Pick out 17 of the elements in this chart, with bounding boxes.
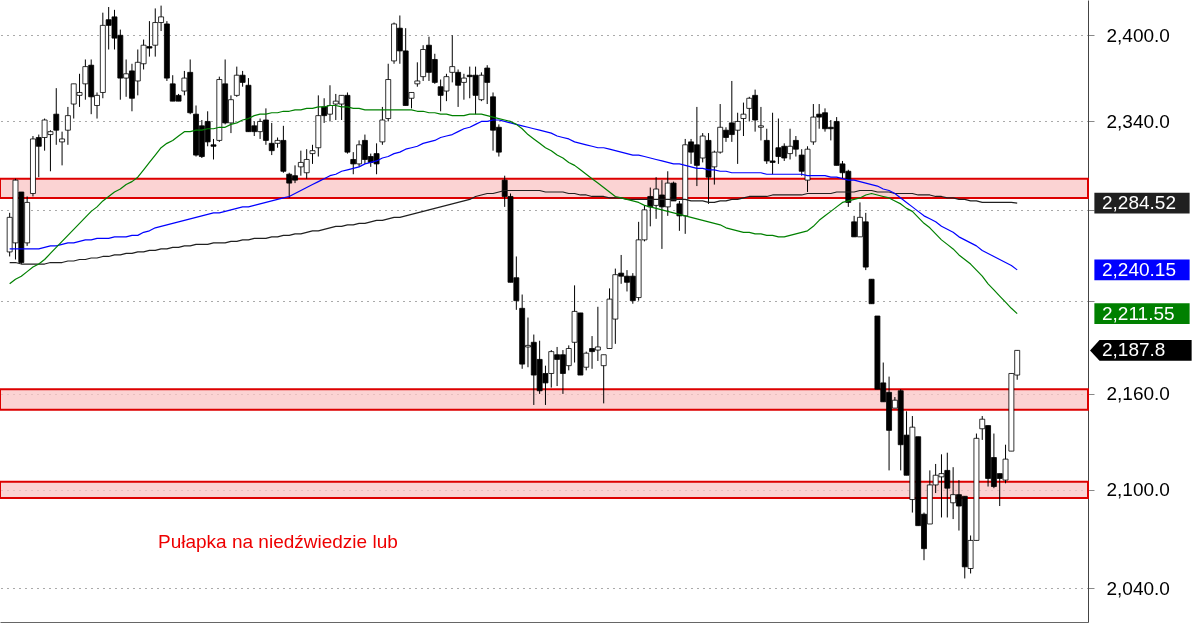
candlestick [758, 106, 764, 141]
candlestick [65, 106, 71, 146]
candlestick [414, 61, 421, 88]
text: 2,240.15 [1102, 258, 1176, 280]
y-tick-label: 2,100.0 [1106, 479, 1170, 501]
text: 2,284.52 [1102, 192, 1176, 214]
y-tick-label: 2,400.0 [1106, 24, 1170, 46]
y-tick-label: 2,040.0 [1106, 577, 1170, 599]
candlestick [309, 144, 316, 165]
candlestick [600, 354, 607, 404]
y-tick-label: 2,340.0 [1106, 110, 1170, 132]
annotation: Pułapka na niedźwiedzie lub [158, 531, 398, 552]
y-tick-label: 2,160.0 [1106, 383, 1170, 405]
text: 2,187.8 [1102, 339, 1166, 361]
text: 2,211.55 [1102, 302, 1175, 324]
candlestick [740, 102, 747, 137]
candlestick [59, 131, 65, 166]
